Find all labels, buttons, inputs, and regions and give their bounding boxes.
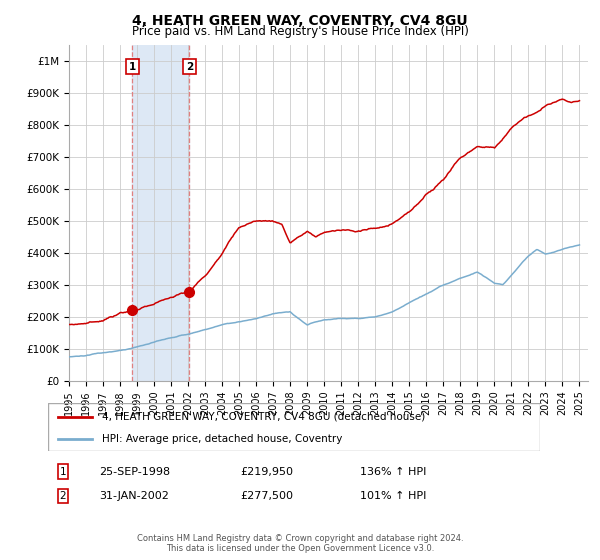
Text: 1: 1 — [129, 62, 136, 72]
Text: 101% ↑ HPI: 101% ↑ HPI — [360, 491, 427, 501]
Text: 2: 2 — [59, 491, 67, 501]
Text: Price paid vs. HM Land Registry's House Price Index (HPI): Price paid vs. HM Land Registry's House … — [131, 25, 469, 38]
Text: 31-JAN-2002: 31-JAN-2002 — [99, 491, 169, 501]
Text: Contains HM Land Registry data © Crown copyright and database right 2024.
This d: Contains HM Land Registry data © Crown c… — [137, 534, 463, 553]
Text: 25-SEP-1998: 25-SEP-1998 — [99, 466, 170, 477]
Text: 4, HEATH GREEN WAY, COVENTRY, CV4 8GU: 4, HEATH GREEN WAY, COVENTRY, CV4 8GU — [132, 14, 468, 28]
Text: £219,950: £219,950 — [240, 466, 293, 477]
Text: 1: 1 — [59, 466, 67, 477]
Text: HPI: Average price, detached house, Coventry: HPI: Average price, detached house, Cove… — [102, 434, 343, 444]
Text: £277,500: £277,500 — [240, 491, 293, 501]
Text: 136% ↑ HPI: 136% ↑ HPI — [360, 466, 427, 477]
Bar — [133, 45, 190, 381]
Text: 4, HEATH GREEN WAY, COVENTRY, CV4 8GU (detached house): 4, HEATH GREEN WAY, COVENTRY, CV4 8GU (d… — [102, 412, 425, 422]
Text: 2: 2 — [186, 62, 193, 72]
